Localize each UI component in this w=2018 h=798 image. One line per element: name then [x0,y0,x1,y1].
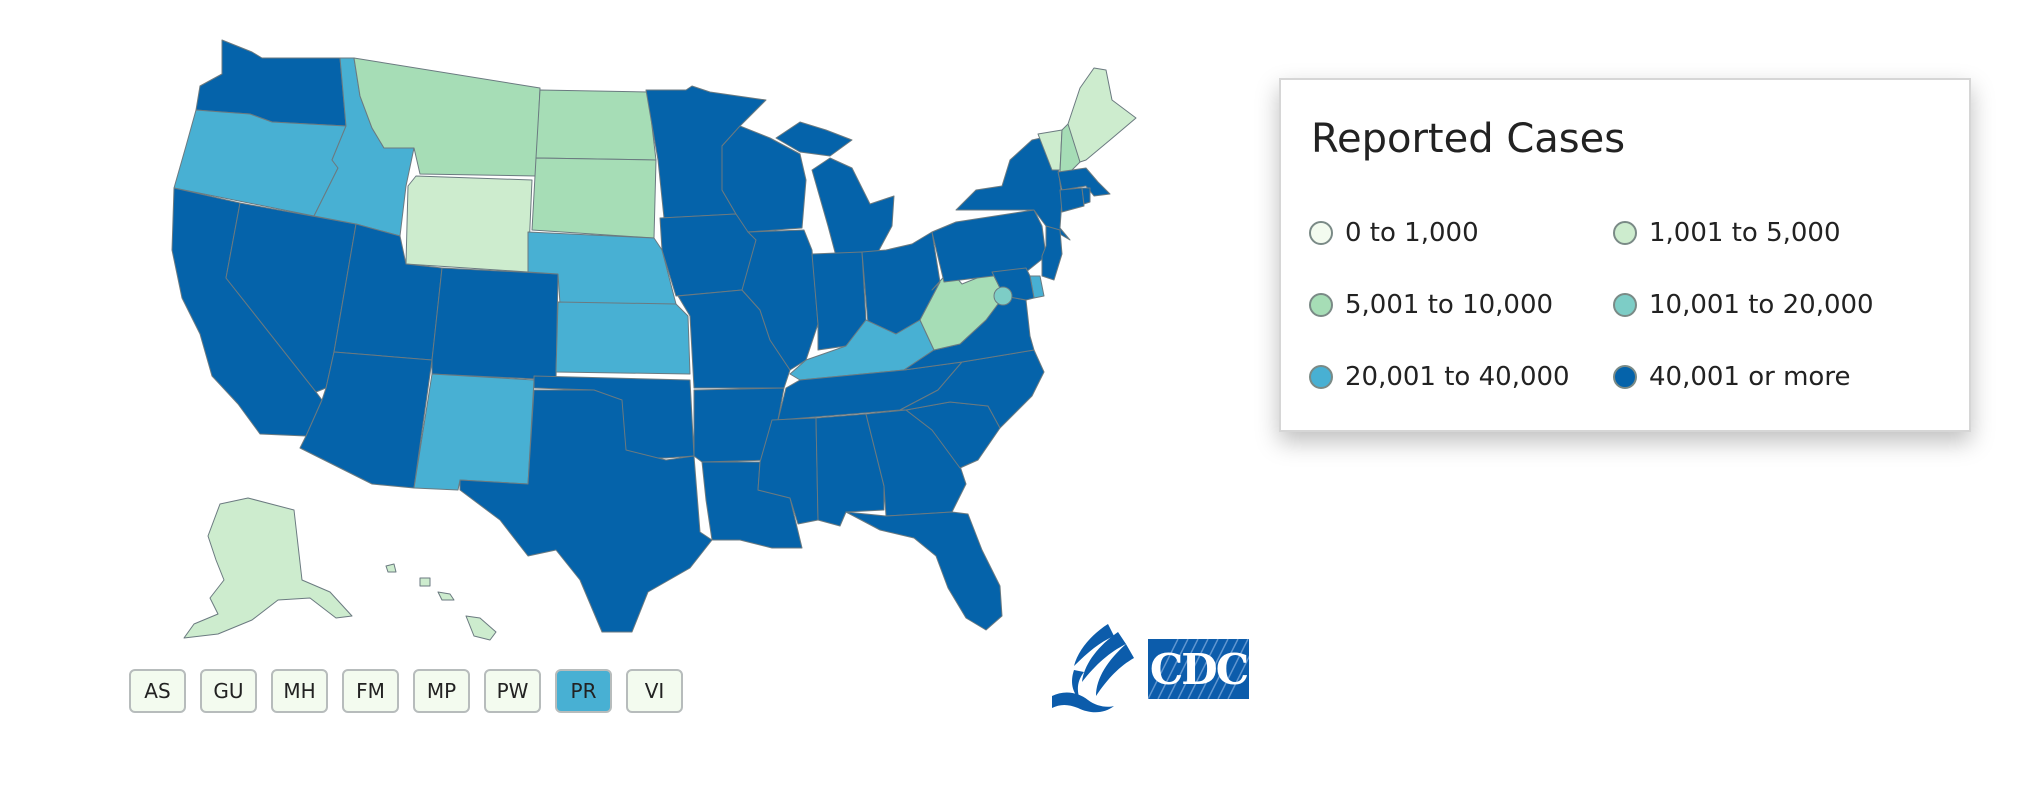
legend-swatch [1613,365,1637,389]
legend-label: 5,001 to 10,000 [1345,290,1554,320]
state-SD[interactable] [531,157,657,239]
legend-item: 5,001 to 10,000 [1309,290,1613,320]
logos: CDC [1048,620,1252,718]
legend-item: 20,001 to 40,000 [1309,362,1613,392]
state-NM[interactable] [413,373,535,491]
territory-button-gu[interactable]: GU [200,669,257,713]
legend-panel: Reported Cases 0 to 1,000 1,001 to 5,000… [1279,78,1971,432]
state-WY[interactable] [405,175,533,273]
legend-swatch [1613,221,1637,245]
territory-button-mh[interactable]: MH [271,669,328,713]
legend-swatch [1309,293,1333,317]
legend-swatch [1309,221,1333,245]
legend-label: 20,001 to 40,000 [1345,362,1570,392]
state-KS[interactable] [555,301,691,375]
state-ME[interactable] [1067,67,1137,163]
legend-swatch [1613,293,1637,317]
legend-item: 10,001 to 20,000 [1613,290,1917,320]
state-RI[interactable] [1081,187,1091,205]
territory-button-pr[interactable]: PR [555,669,612,713]
state-NJ[interactable] [1041,225,1063,281]
legend-items: 0 to 1,000 1,001 to 5,000 5,001 to 10,00… [1309,218,1917,392]
legend-label: 40,001 or more [1649,362,1851,392]
legend-item: 0 to 1,000 [1309,218,1613,248]
legend-swatch [1309,365,1333,389]
state-MI[interactable] [775,121,895,257]
state-CO[interactable] [431,267,559,381]
hhs-eagle-icon [1052,624,1134,713]
cdc-logo-text: CDC [1149,645,1249,694]
state-WI[interactable] [721,125,807,233]
state-DC[interactable] [993,286,1013,306]
legend-label: 0 to 1,000 [1345,218,1479,248]
legend-item: 40,001 or more [1613,362,1917,392]
state-CT[interactable] [1059,187,1085,213]
state-PA[interactable] [931,209,1047,283]
territory-button-as[interactable]: AS [129,669,186,713]
territory-button-fm[interactable]: FM [342,669,399,713]
state-IL[interactable] [741,229,819,371]
territory-button-vi[interactable]: VI [626,669,683,713]
territory-button-pw[interactable]: PW [484,669,541,713]
legend-title: Reported Cases [1311,116,1626,162]
state-TX[interactable] [459,389,713,633]
state-AZ[interactable] [299,351,433,489]
territory-buttons: AS GU MH FM MP PW PR VI [129,669,683,713]
cdc-logo: CDC [1148,639,1249,699]
state-AK[interactable] [183,497,353,639]
legend-label: 10,001 to 20,000 [1649,290,1874,320]
state-IA[interactable] [659,213,757,297]
us-choropleth-map [171,39,1137,641]
territory-button-mp[interactable]: MP [413,669,470,713]
legend-item: 1,001 to 5,000 [1613,218,1917,248]
state-FL[interactable] [845,511,1003,631]
legend-label: 1,001 to 5,000 [1649,218,1841,248]
state-HI[interactable] [385,563,497,641]
state-ND[interactable] [535,89,657,161]
